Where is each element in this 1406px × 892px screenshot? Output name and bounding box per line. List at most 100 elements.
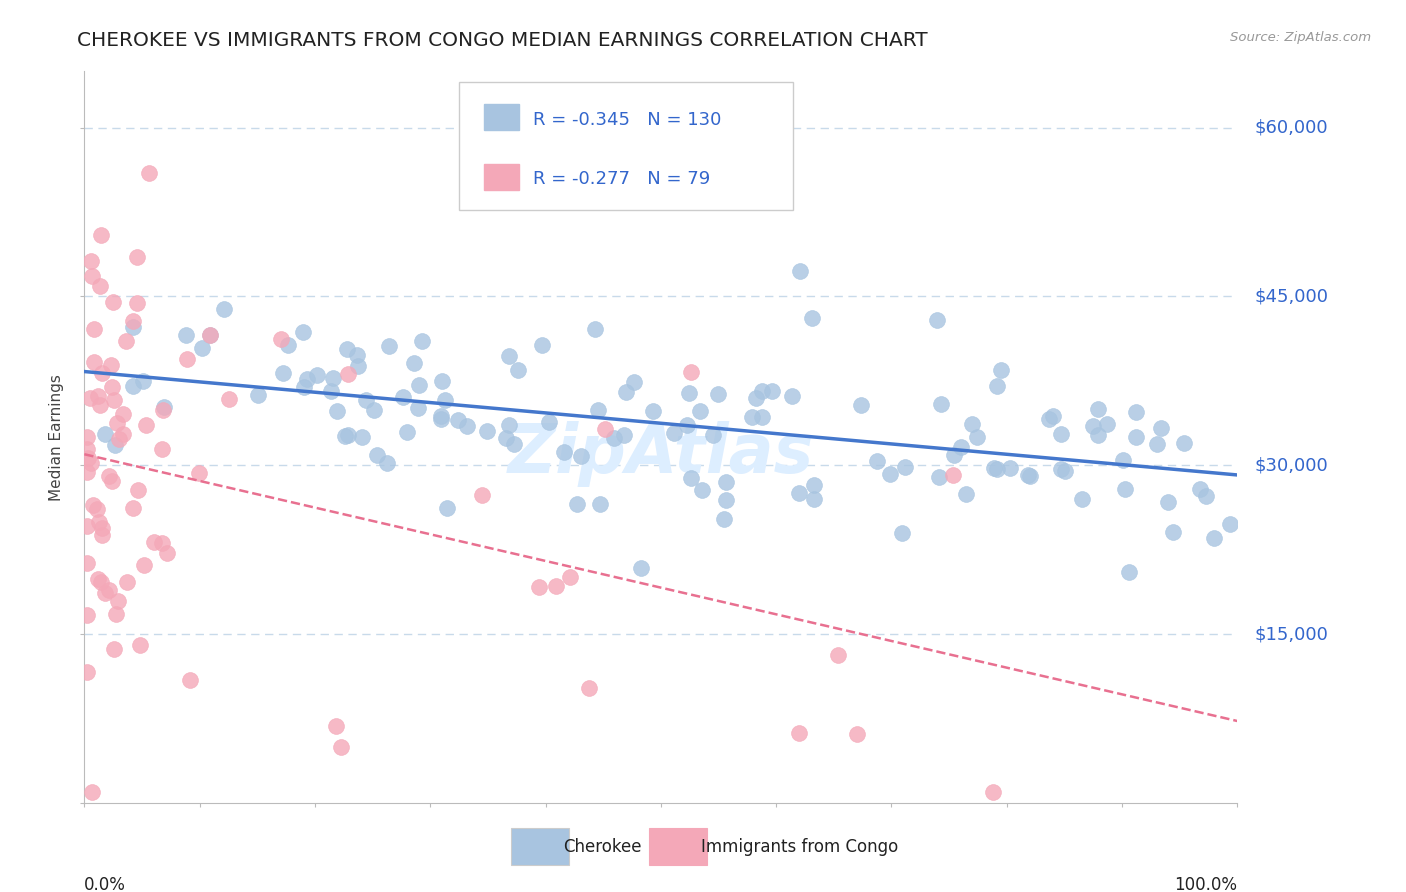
Point <box>641 404 664 418</box>
Point <box>955 487 977 501</box>
Point <box>125 250 148 264</box>
Point <box>93 426 115 441</box>
Point <box>447 413 470 427</box>
Point <box>690 483 713 497</box>
Point <box>942 468 965 483</box>
Point <box>187 466 209 480</box>
Point <box>1038 412 1060 426</box>
Point <box>495 431 517 445</box>
Point <box>336 342 359 356</box>
Point <box>845 726 868 740</box>
Point <box>76 665 98 680</box>
Point <box>82 499 104 513</box>
Point <box>894 459 917 474</box>
Point <box>79 456 101 470</box>
Point <box>537 415 560 429</box>
Point <box>76 607 98 622</box>
Point <box>191 342 214 356</box>
Point <box>681 366 703 380</box>
Point <box>1087 428 1109 442</box>
Text: $15,000: $15,000 <box>1254 625 1329 643</box>
Point <box>546 579 568 593</box>
Point <box>623 375 645 389</box>
Point <box>86 502 108 516</box>
Point <box>787 726 810 740</box>
Point <box>86 389 108 403</box>
FancyBboxPatch shape <box>485 103 519 130</box>
Point <box>1050 427 1073 442</box>
Point <box>471 488 494 502</box>
Point <box>97 582 120 597</box>
Point <box>176 352 198 367</box>
Point <box>1000 460 1022 475</box>
Point <box>676 418 699 433</box>
Point <box>800 311 823 326</box>
Point <box>326 404 349 418</box>
Point <box>131 375 153 389</box>
Point <box>436 501 458 516</box>
Point <box>950 440 973 454</box>
Point <box>981 784 1004 798</box>
Point <box>1053 464 1076 478</box>
Text: CHEROKEE VS IMMIGRANTS FROM CONGO MEDIAN EARNINGS CORRELATION CHART: CHEROKEE VS IMMIGRANTS FROM CONGO MEDIAN… <box>77 31 928 50</box>
Point <box>565 497 588 511</box>
Point <box>789 264 811 278</box>
Point <box>325 719 347 733</box>
Point <box>849 398 872 412</box>
Point <box>751 409 773 424</box>
Point <box>375 456 398 470</box>
Point <box>1161 524 1184 539</box>
Point <box>330 739 353 754</box>
Point <box>105 417 128 431</box>
Point <box>1195 489 1218 503</box>
Point <box>91 366 114 380</box>
Point <box>122 378 145 392</box>
Text: ZipAtlas: ZipAtlas <box>508 421 814 487</box>
Point <box>434 393 457 408</box>
Point <box>135 418 157 433</box>
Point <box>76 430 98 444</box>
Point <box>90 227 112 242</box>
Point <box>527 580 550 594</box>
Point <box>662 425 685 440</box>
Point <box>128 638 150 652</box>
Point <box>761 384 783 399</box>
Text: Immigrants from Congo: Immigrants from Congo <box>702 838 898 855</box>
Point <box>346 348 368 362</box>
Point <box>122 319 145 334</box>
Point <box>986 462 1008 476</box>
Point <box>143 535 166 549</box>
Point <box>986 378 1008 392</box>
Point <box>322 371 344 385</box>
Point <box>1219 516 1241 531</box>
Point <box>1173 435 1195 450</box>
Point <box>553 445 575 459</box>
Point <box>246 388 269 402</box>
Point <box>879 467 901 482</box>
Point <box>942 448 965 462</box>
Point <box>713 512 735 526</box>
Point <box>153 401 176 415</box>
Point <box>1112 452 1135 467</box>
Point <box>803 492 825 507</box>
Point <box>430 409 453 424</box>
Point <box>1019 468 1042 483</box>
Point <box>983 460 1005 475</box>
Point <box>174 328 197 343</box>
Point <box>408 377 430 392</box>
Text: 0.0%: 0.0% <box>84 876 127 892</box>
Point <box>614 384 637 399</box>
Y-axis label: Median Earnings: Median Earnings <box>49 374 65 500</box>
Point <box>292 380 315 394</box>
Text: $45,000: $45,000 <box>1254 287 1329 305</box>
Point <box>100 358 122 372</box>
Point <box>402 356 425 370</box>
Point <box>103 642 125 657</box>
Point <box>89 398 111 412</box>
Point <box>87 515 110 529</box>
Point <box>1049 461 1071 475</box>
Point <box>990 363 1012 377</box>
Point <box>751 384 773 399</box>
Point <box>1125 404 1147 418</box>
Point <box>152 403 174 417</box>
